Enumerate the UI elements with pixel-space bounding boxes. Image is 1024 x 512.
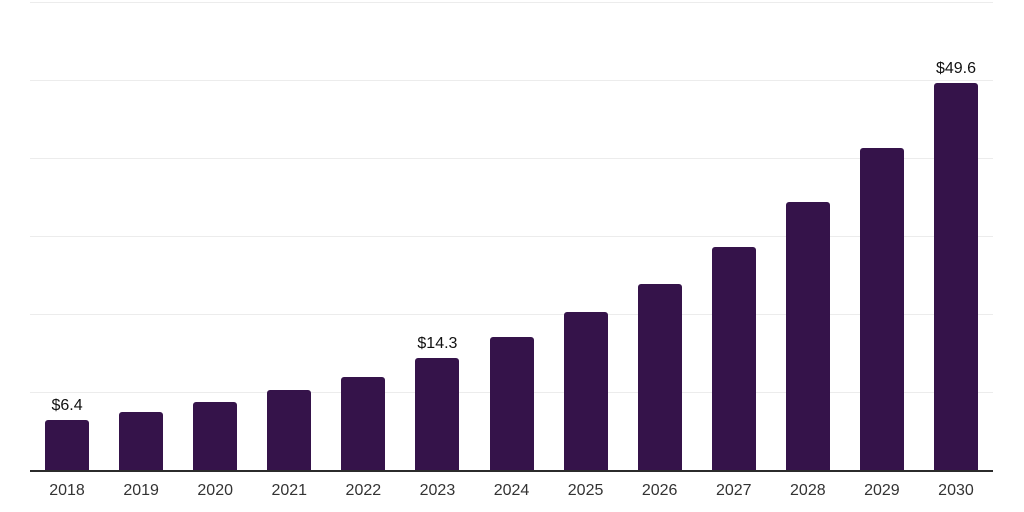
bar-slot: $49.6 xyxy=(919,2,993,470)
x-axis-tick-label: 2023 xyxy=(419,482,456,499)
bar-slot xyxy=(623,2,697,470)
bar xyxy=(193,402,238,470)
bar-slot xyxy=(549,2,623,470)
plot-area: $6.4 $14.3 $49.6 xyxy=(30,2,993,472)
bar-slot xyxy=(104,2,178,470)
bar xyxy=(933,83,978,470)
bar xyxy=(711,246,756,470)
bar-slot xyxy=(771,2,845,470)
bar xyxy=(415,358,460,470)
gridline xyxy=(30,2,993,3)
bar xyxy=(119,411,164,470)
gridline xyxy=(30,314,993,315)
bar xyxy=(489,337,534,470)
x-axis-tick-label: 2021 xyxy=(271,482,308,499)
x-axis-tick-label: 2027 xyxy=(715,482,752,499)
bar-slot xyxy=(474,2,548,470)
gridline xyxy=(30,236,993,237)
x-axis: 2018 2019 2020 2021 2022 2023 2024 2025 2026 2027… xyxy=(30,481,993,501)
x-axis-tick-label: 2029 xyxy=(864,482,900,499)
bar xyxy=(341,377,386,470)
bar-slot xyxy=(252,2,326,470)
bar xyxy=(637,283,682,470)
x-axis-tick-label: 2018 xyxy=(49,482,85,499)
bar xyxy=(267,390,312,470)
bar-slot xyxy=(845,2,919,470)
x-axis-tick-label: 2030 xyxy=(938,482,974,499)
bar xyxy=(785,201,830,470)
bar xyxy=(563,312,608,470)
x-axis-tick-label: 2026 xyxy=(641,482,678,499)
x-axis-tick-label: 2019 xyxy=(123,482,159,499)
bar xyxy=(45,420,90,470)
bar-value-label: $49.6 xyxy=(935,60,976,78)
bar-value-label: $14.3 xyxy=(417,335,458,353)
bar-slot xyxy=(326,2,400,470)
x-axis-tick-label: 2028 xyxy=(790,482,826,499)
bar-value-label: $6.4 xyxy=(51,397,83,415)
x-axis-tick-label: 2025 xyxy=(567,482,604,499)
x-axis-line xyxy=(30,470,993,472)
bar xyxy=(859,147,904,470)
gridline xyxy=(30,80,993,81)
bar-slot xyxy=(178,2,252,470)
bar-slot xyxy=(697,2,771,470)
x-axis-tick-label: 2024 xyxy=(493,482,530,499)
x-axis-tick-label: 2020 xyxy=(197,482,233,499)
bars-row: $6.4 $14.3 $49.6 xyxy=(30,2,993,470)
bar-slot: $6.4 xyxy=(30,2,104,470)
bar-slot: $14.3 xyxy=(400,2,474,470)
gridline xyxy=(30,158,993,159)
x-axis-tick-label: 2022 xyxy=(345,482,382,499)
